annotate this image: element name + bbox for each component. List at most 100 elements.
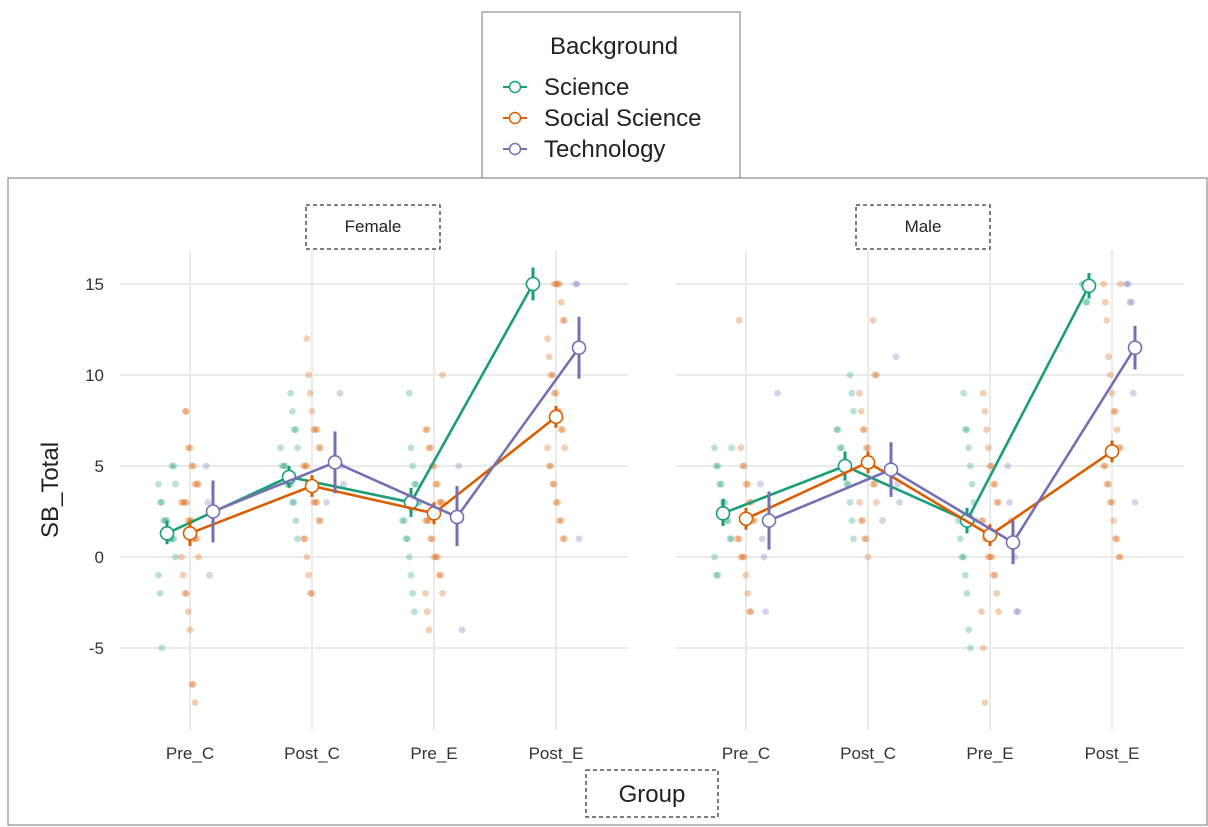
data-point — [303, 553, 311, 561]
data-point — [871, 371, 879, 379]
data-point — [545, 462, 553, 470]
data-point — [1108, 389, 1116, 397]
data-point — [301, 535, 309, 543]
legend-box — [481, 11, 741, 179]
data-point — [856, 389, 863, 397]
panel-title-box — [305, 204, 441, 250]
data-point — [312, 426, 319, 433]
data-point — [190, 462, 197, 470]
data-point — [993, 499, 1001, 506]
data-point — [437, 571, 445, 579]
data-point — [290, 426, 298, 433]
data-point — [300, 535, 307, 543]
data-point — [158, 499, 166, 506]
data-point — [991, 571, 999, 579]
data-point — [306, 389, 314, 397]
data-point — [986, 462, 994, 470]
data-point — [1110, 408, 1118, 415]
data-point — [965, 626, 973, 634]
data-point — [1129, 389, 1137, 397]
data-point — [550, 480, 558, 488]
data-point — [184, 444, 192, 452]
legend-entry-label: Social Science — [544, 105, 701, 132]
data-point — [292, 517, 300, 524]
data-point — [155, 571, 162, 579]
data-point — [728, 444, 735, 452]
y-tick-label: 0 — [95, 548, 104, 567]
data-point — [434, 480, 441, 488]
data-point — [1101, 462, 1109, 470]
series-line — [745, 450, 1113, 537]
data-point — [864, 553, 872, 561]
data-point — [857, 408, 865, 415]
data-point — [422, 517, 429, 524]
data-point — [435, 571, 443, 579]
data-point — [869, 317, 877, 324]
legend-key-marker — [508, 142, 522, 156]
data-point — [1112, 535, 1119, 543]
data-point — [308, 590, 316, 597]
data-point — [425, 444, 433, 452]
data-point — [712, 571, 720, 579]
data-point — [978, 608, 985, 615]
data-point — [965, 444, 973, 452]
data-point — [873, 499, 880, 506]
legend: Background Science Social Science Technolo… — [481, 11, 741, 179]
data-point — [760, 553, 768, 561]
data-point — [292, 426, 300, 433]
data-point — [556, 280, 563, 288]
data-point — [714, 571, 722, 579]
legend-entry-label: Science — [544, 74, 629, 101]
data-point — [1108, 499, 1116, 506]
data-point — [1117, 280, 1124, 288]
data-point — [861, 535, 868, 543]
data-point — [561, 317, 568, 324]
data-point — [188, 681, 196, 688]
data-point — [289, 408, 296, 415]
y-tick-label: -5 — [89, 639, 104, 658]
data-point — [158, 644, 166, 652]
data-point — [545, 353, 553, 361]
data-point — [981, 699, 989, 706]
data-point — [422, 426, 429, 433]
data-point — [278, 462, 286, 470]
data-point — [303, 462, 311, 470]
data-point — [714, 462, 722, 470]
data-point — [183, 499, 191, 506]
data-point — [737, 553, 745, 561]
data-point — [967, 644, 974, 652]
data-point — [547, 462, 555, 470]
data-point — [186, 444, 194, 452]
y-tick-label: 5 — [95, 457, 104, 476]
data-point — [313, 499, 321, 506]
data-point — [409, 462, 417, 470]
data-point — [559, 317, 567, 324]
data-point — [984, 553, 992, 561]
legend-key-marker — [508, 80, 522, 94]
data-point — [544, 335, 551, 342]
data-point — [1014, 608, 1022, 615]
data-point — [172, 553, 179, 561]
data-point — [896, 499, 903, 506]
data-point — [193, 480, 201, 488]
data-point — [313, 426, 321, 433]
mean-marker — [205, 504, 221, 519]
data-point — [1105, 353, 1112, 361]
data-point — [437, 499, 445, 506]
data-point — [742, 480, 750, 488]
data-point — [170, 462, 178, 470]
data-point — [305, 571, 312, 579]
mean-marker — [327, 455, 343, 470]
data-point — [183, 590, 191, 597]
data-point — [547, 371, 555, 379]
mean-marker — [738, 511, 754, 527]
x-axis-title-group: Group — [585, 769, 719, 818]
data-point — [848, 389, 856, 397]
data-point — [995, 499, 1002, 506]
data-point — [963, 590, 971, 597]
series-line — [166, 283, 535, 535]
data-point — [432, 480, 440, 488]
data-point — [409, 590, 417, 597]
data-point — [557, 517, 565, 524]
